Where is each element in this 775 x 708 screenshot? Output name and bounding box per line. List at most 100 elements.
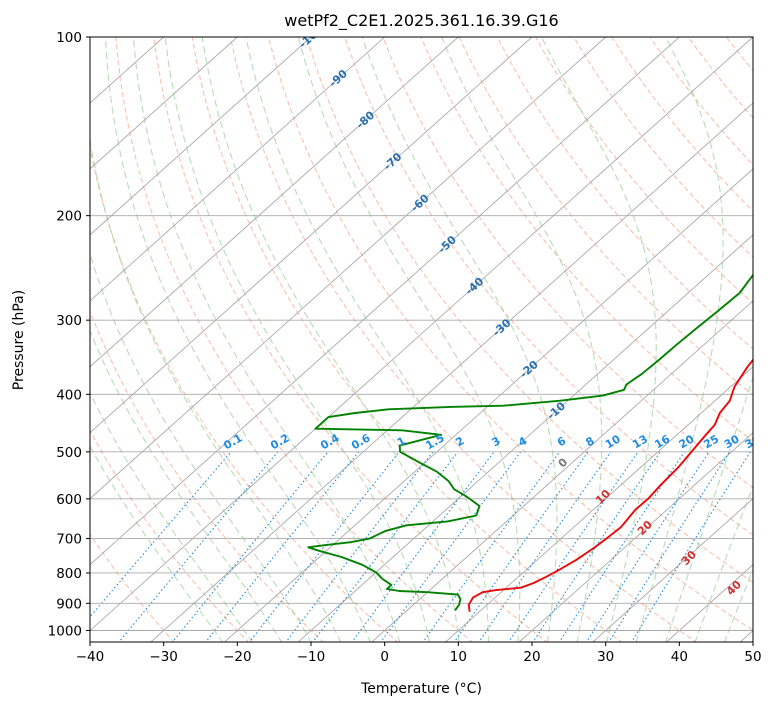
- mixing-ratio-line: [118, 451, 279, 642]
- isotherm-label: -30: [490, 316, 514, 339]
- x-tick-label: 10: [450, 649, 467, 665]
- x-tick-label: −10: [297, 649, 326, 665]
- isotherm: [739, 629, 753, 642]
- x-axis-label: Temperature (°C): [360, 681, 482, 697]
- isotherm-label: -80: [354, 108, 378, 131]
- isotherm: [90, 37, 386, 302]
- temperature-profile: [467, 358, 753, 612]
- mixing-ratio-label: 8: [584, 434, 597, 449]
- moist-adiabat: [201, 37, 460, 642]
- y-tick-label: 100: [56, 30, 82, 46]
- moist-adiabat: [132, 37, 401, 642]
- x-tick-label: −20: [223, 649, 252, 665]
- adiabat-label: 40: [724, 578, 744, 598]
- y-tick-label: 800: [56, 566, 82, 582]
- x-tick-label: 0: [380, 649, 389, 665]
- mixing-ratio-line: [608, 451, 731, 642]
- mixing-ratio-label: 30: [722, 432, 742, 451]
- isotherm: [90, 37, 680, 566]
- dry-adiabat: [267, 37, 753, 632]
- mixing-ratio-line: [380, 451, 522, 642]
- x-tick-label: 20: [523, 649, 540, 665]
- dry-adiabat: [420, 37, 753, 443]
- dry-adiabat: [344, 37, 753, 536]
- moist-adiabat: [441, 37, 603, 642]
- mixing-ratio-label: 0.6: [349, 431, 373, 452]
- moist-adiabat: [361, 37, 558, 642]
- mixing-ratio-line: [478, 451, 612, 642]
- isotherm-label: -50: [436, 233, 460, 256]
- y-tick-label: 1000: [48, 624, 82, 640]
- background-lines: [90, 37, 753, 642]
- mixing-ratio-label: 10: [603, 432, 623, 451]
- dry-adiabat: [687, 37, 753, 119]
- isotherm: [518, 432, 753, 642]
- isotherm-label: -40: [463, 275, 487, 298]
- moist-adiabat: [90, 136, 342, 642]
- adiabat-label: 10: [593, 487, 613, 507]
- moist-adiabat: [90, 329, 283, 642]
- isotherm: [90, 37, 238, 170]
- dry-adiabat: [458, 37, 753, 396]
- mixing-ratio-label: 0.1: [221, 431, 244, 452]
- mixing-ratio-label: 16: [652, 432, 672, 451]
- moist-adiabat: [540, 37, 657, 642]
- mixing-ratio-line: [631, 451, 751, 642]
- x-tick-label: −30: [149, 649, 178, 665]
- mixing-ratio-line: [532, 451, 661, 642]
- mixing-ratio-line: [508, 451, 639, 642]
- isotherm-label: -70: [381, 150, 405, 173]
- isotherm: [592, 498, 753, 642]
- mixing-ratio-line: [248, 451, 400, 642]
- pressure-gridlines: [90, 37, 753, 631]
- plot-frame: [89, 36, 754, 643]
- dry-adiabat: [153, 37, 548, 642]
- isotherm-label: -20: [517, 358, 541, 381]
- y-tick-label: 400: [56, 387, 82, 403]
- moist-adiabat: [90, 445, 224, 642]
- mixing-ratio-line: [90, 451, 232, 618]
- dry-adiabat: [649, 37, 753, 166]
- x-axis-ticks: −40 −30 −20 −10 0 10 20 30 40 50: [76, 642, 762, 665]
- y-tick-label: 300: [56, 313, 82, 329]
- mixing-ratio-label: 1: [395, 434, 408, 449]
- isotherm: [150, 102, 753, 642]
- isotherm: [90, 37, 607, 500]
- x-tick-label: 30: [597, 649, 614, 665]
- moist-adiabat: [665, 375, 753, 642]
- mixing-ratio-line: [558, 451, 685, 642]
- chart-title: wetPf2_C2E1.2025.361.16.39.G16: [284, 11, 558, 31]
- dry-adiabat: [191, 37, 623, 642]
- dry-adiabat: [90, 143, 399, 642]
- mixing-ratio-line: [585, 451, 710, 642]
- moist-adiabat: [694, 484, 753, 642]
- moist-adiabat: [164, 37, 430, 642]
- moist-adiabat: [104, 37, 371, 642]
- mixing-ratio-line: [171, 451, 329, 642]
- x-tick-label: 40: [671, 649, 688, 665]
- moist-adiabat: [297, 37, 521, 642]
- mixing-ratio-line: [453, 451, 589, 642]
- adiabat-label: 30: [679, 548, 699, 568]
- dry-adiabat: [382, 37, 753, 489]
- adiabat-label: 20: [635, 518, 655, 538]
- dry-adiabat: [496, 37, 753, 350]
- mixing-ratio-label: 0.2: [268, 431, 291, 452]
- mixing-ratio-label: 13: [630, 432, 650, 451]
- isotherm: [444, 366, 753, 642]
- isotherm: [90, 37, 533, 434]
- dry-adiabat: [90, 309, 324, 642]
- mixing-ratio-label: 6: [555, 434, 568, 449]
- mixing-ratio-label: 36: [743, 432, 763, 451]
- isotherm: [371, 300, 753, 642]
- dry-adiabat: [90, 533, 175, 642]
- dry-adiabat: [535, 37, 753, 304]
- isotherm: [223, 168, 753, 642]
- mixing-ratio-label: 0.4: [318, 431, 342, 452]
- dry-adiabat: [725, 37, 753, 72]
- y-tick-label: 600: [56, 492, 82, 508]
- dry-adiabat: [90, 429, 250, 642]
- mixing-ratio-line: [422, 451, 561, 642]
- y-tick-label: 200: [56, 209, 82, 225]
- dry-adiabat: [229, 37, 698, 642]
